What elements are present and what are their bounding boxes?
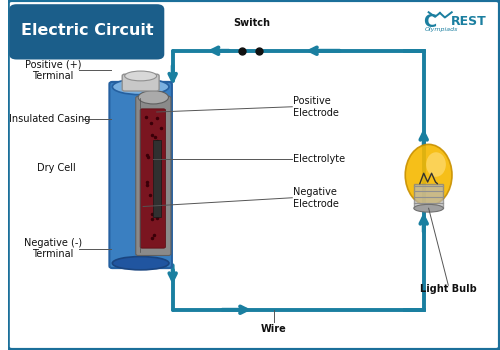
Text: Insulated Casing: Insulated Casing bbox=[9, 114, 90, 124]
FancyBboxPatch shape bbox=[9, 4, 164, 60]
Text: Olympiads: Olympiads bbox=[425, 27, 458, 32]
Text: Dry Cell: Dry Cell bbox=[36, 163, 76, 173]
Ellipse shape bbox=[124, 71, 156, 81]
Bar bbox=[152, 140, 160, 217]
Text: Switch: Switch bbox=[233, 18, 270, 28]
Text: Negative
Electrode: Negative Electrode bbox=[294, 187, 339, 209]
Text: Electric Circuit: Electric Circuit bbox=[21, 23, 154, 38]
Text: C: C bbox=[423, 13, 436, 31]
Text: Negative (-)
Terminal: Negative (-) Terminal bbox=[24, 238, 82, 259]
FancyBboxPatch shape bbox=[140, 109, 166, 248]
Ellipse shape bbox=[426, 152, 446, 177]
Ellipse shape bbox=[138, 91, 168, 104]
FancyBboxPatch shape bbox=[122, 74, 159, 91]
FancyBboxPatch shape bbox=[110, 82, 172, 268]
FancyBboxPatch shape bbox=[136, 96, 171, 256]
Bar bbox=[414, 184, 444, 208]
Text: Light Bulb: Light Bulb bbox=[420, 284, 476, 294]
Text: Positive
Electrode: Positive Electrode bbox=[294, 96, 339, 118]
Ellipse shape bbox=[112, 257, 169, 270]
Ellipse shape bbox=[405, 144, 452, 206]
Text: Electrolyte: Electrolyte bbox=[294, 154, 346, 164]
Ellipse shape bbox=[112, 79, 169, 95]
Text: Positive (+)
Terminal: Positive (+) Terminal bbox=[25, 59, 82, 81]
Text: Wire: Wire bbox=[260, 324, 286, 334]
FancyBboxPatch shape bbox=[8, 0, 500, 350]
Text: REST: REST bbox=[451, 15, 486, 28]
Ellipse shape bbox=[414, 204, 444, 212]
